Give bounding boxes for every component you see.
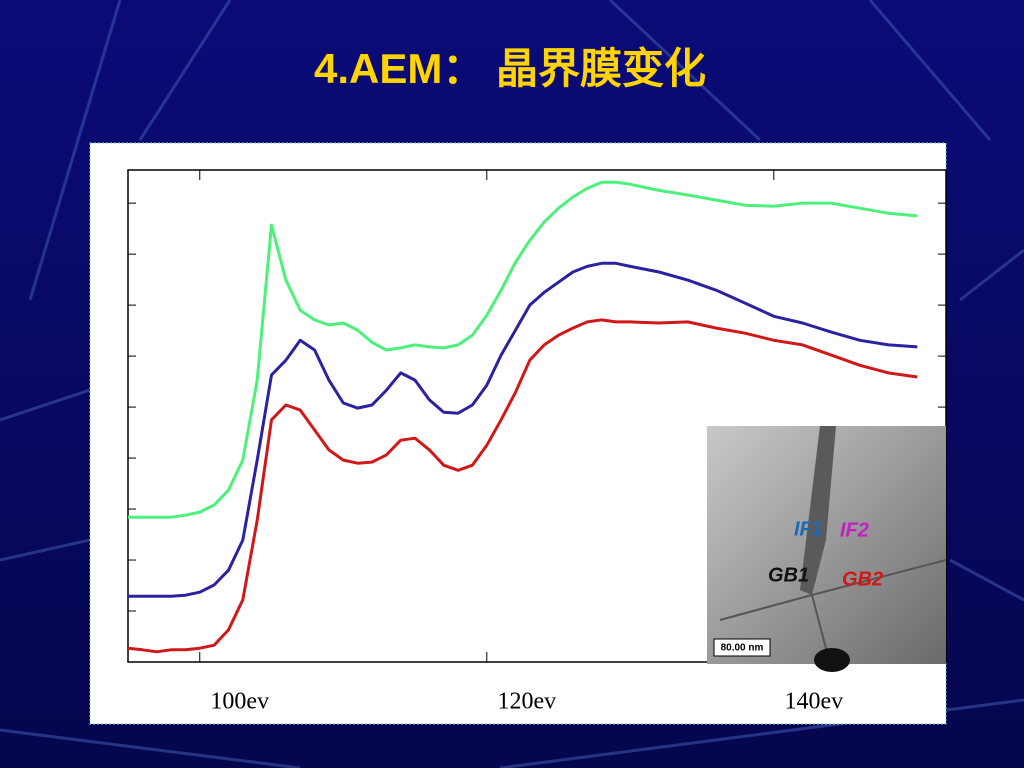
inset-boundary [800,426,836,595]
plot-frame [127,169,947,663]
x-tick-label: 100ev [210,689,269,715]
inset: IF1 IF2 GB1 GB2 80.00 nm [707,426,947,672]
slide-title: 4.AEM： 晶界膜变化 [314,45,706,92]
scale-bar-box [713,638,771,657]
inset-label: IF1 [794,518,823,540]
series-line [128,261,918,598]
inset-label: GB1 [768,564,809,586]
scale-bar-label: 80.00 nm [721,643,764,654]
series-line [128,180,918,519]
x-tick-label: 120ev [497,689,556,715]
x-tick-label: 140ev [784,689,843,715]
plot: 100ev 120ev 140ev [127,170,946,715]
series-line [127,318,918,654]
inset-label: IF2 [840,519,869,541]
inset-particle [814,648,850,672]
inset-label: GB2 [842,568,883,590]
